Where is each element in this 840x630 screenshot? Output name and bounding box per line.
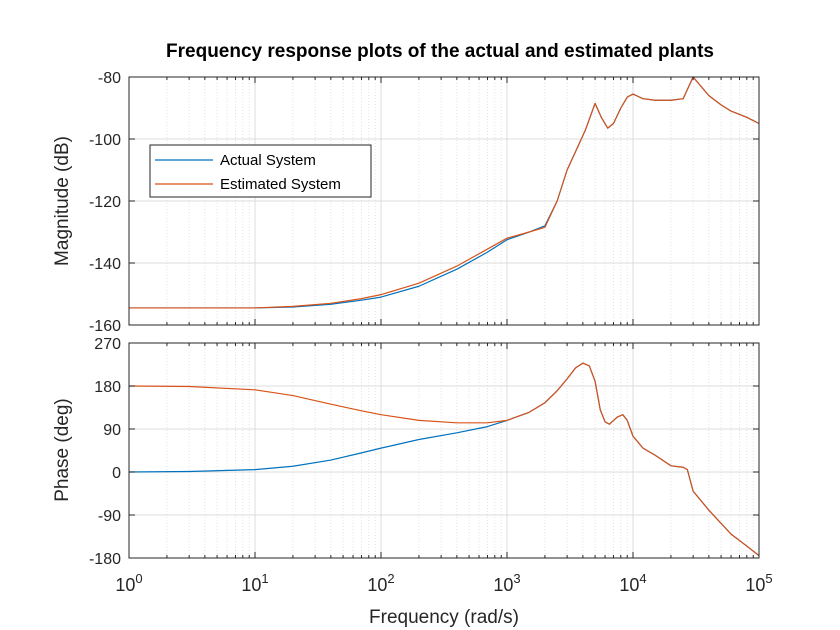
magnitude-y-tick-label: -140 xyxy=(89,256,121,273)
phase-line-actual xyxy=(128,362,760,557)
legend-label-actual: Actual System xyxy=(220,152,316,169)
x-tick-label: 103 xyxy=(493,571,520,595)
phase-ticks: -180 -90 0 90 180 270 xyxy=(89,336,760,568)
phase-line-estimated xyxy=(128,362,760,557)
legend: Actual System Estimated System xyxy=(149,144,372,198)
legend-label-estimated: Estimated System xyxy=(220,176,341,193)
x-tick-label: 101 xyxy=(241,571,268,595)
phase-y-tick-label: 90 xyxy=(103,422,121,439)
x-tick-label: 104 xyxy=(619,571,646,595)
magnitude-grid xyxy=(128,76,760,326)
x-tick-label: 105 xyxy=(745,571,772,595)
phase-y-tick-label: 0 xyxy=(112,465,121,482)
phase-y-tick-label: -180 xyxy=(89,551,121,568)
magnitude-line-estimated xyxy=(129,76,760,309)
phase-y-tick-label: 180 xyxy=(94,379,121,396)
x-axis-label: Frequency (rad/s) xyxy=(369,607,519,628)
phase-axes-frame xyxy=(128,342,760,559)
phase-ylabel: Phase (deg) xyxy=(52,398,73,502)
x-tick-labels: 100 101 102 103 104 105 xyxy=(115,571,772,595)
x-tick-label: 102 xyxy=(367,571,394,595)
magnitude-ticks: -160 -140 -120 -100 -80 xyxy=(89,70,760,335)
magnitude-y-tick-label: -80 xyxy=(98,70,121,87)
magnitude-y-tick-label: -160 xyxy=(89,318,121,335)
phase-y-tick-label: -90 xyxy=(98,508,121,525)
magnitude-y-tick-label: -100 xyxy=(89,132,121,149)
x-tick-label: 100 xyxy=(115,571,142,595)
chart-title: Frequency response plots of the actual a… xyxy=(166,41,714,62)
magnitude-ylabel: Magnitude (dB) xyxy=(52,136,73,266)
legend-box xyxy=(149,144,372,198)
phase-series xyxy=(128,362,760,557)
phase-y-tick-label: 270 xyxy=(94,336,121,353)
magnitude-y-tick-label: -120 xyxy=(89,194,121,211)
magnitude-series xyxy=(129,76,760,309)
phase-grid xyxy=(128,342,760,559)
